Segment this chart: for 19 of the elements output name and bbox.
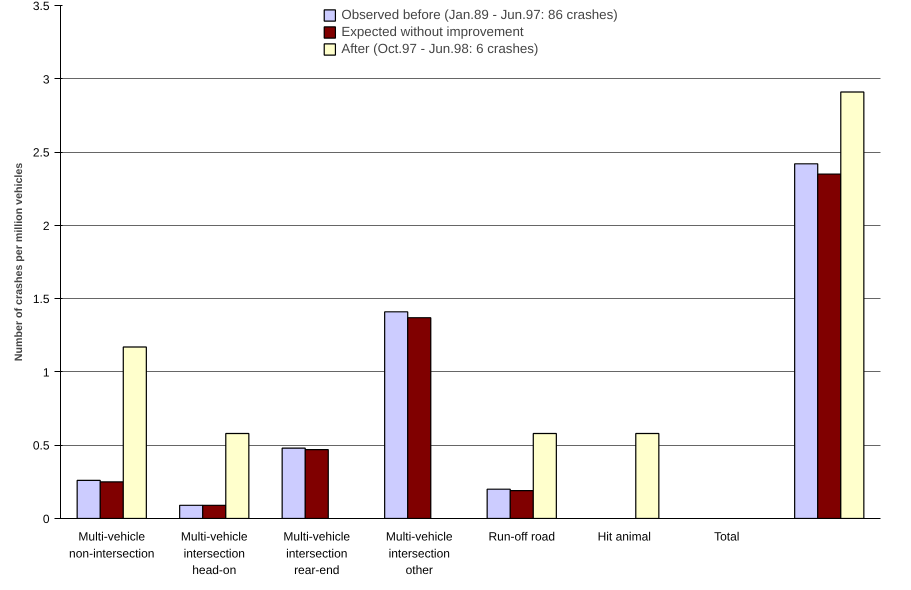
y-tick-label: 2 [42, 218, 50, 233]
legend-label: After (Oct.97 - Jun.98: 6 crashes) [341, 41, 538, 56]
x-tick-label: Multi-vehicle intersection head-on [180, 530, 248, 578]
x-tick-label: Multi-vehicle intersection other [386, 530, 453, 578]
y-tick-label: 1.5 [32, 292, 50, 306]
y-tick-label: 1 [42, 365, 50, 380]
legend-label: Observed before (Jan.89 - Jun.97: 86 crashes) [341, 7, 618, 22]
x-tick-label: Multi-vehicle non-intersection [69, 530, 154, 560]
y-tick-label: 2.5 [32, 146, 50, 160]
x-tick-label: Hit animal [598, 530, 651, 544]
y-tick-label: 0.5 [32, 438, 50, 453]
y-tick-label: 3.5 [32, 0, 50, 13]
x-tick-label: Multi-vehicle intersection rear-end [283, 530, 350, 578]
x-tick-label: Run-off road [488, 530, 556, 544]
x-tick-label: Total [714, 530, 740, 544]
y-axis-title: Number of crashes per million vehicles [12, 162, 25, 362]
y-tick-label: 0 [42, 512, 50, 526]
y-tick-label: 3 [42, 72, 50, 86]
legend-label: Expected without improvement [341, 24, 524, 39]
